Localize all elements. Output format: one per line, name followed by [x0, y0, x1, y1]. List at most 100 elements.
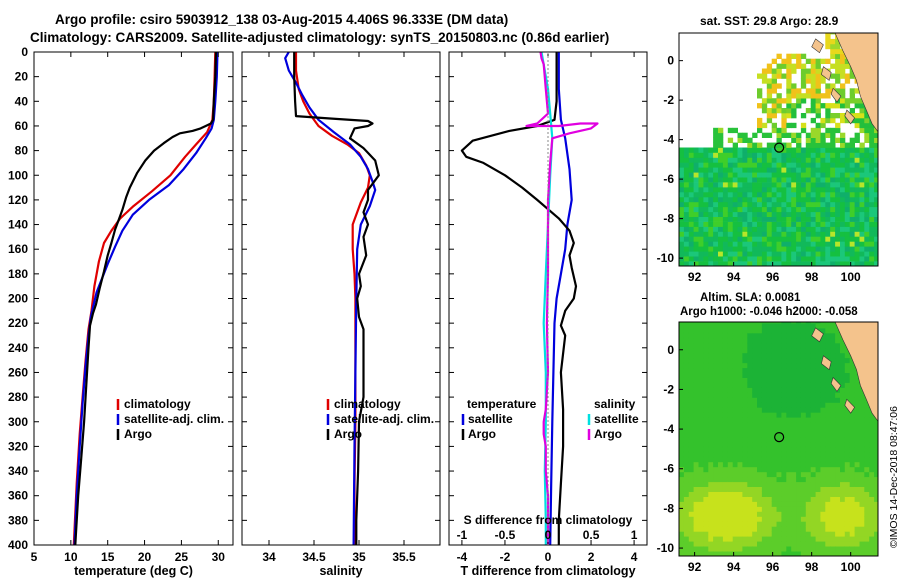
map-cell	[849, 216, 855, 222]
map-cell	[830, 357, 836, 364]
map-cell	[737, 187, 743, 193]
map-cell	[859, 412, 865, 418]
map-cell	[796, 152, 802, 158]
x-tick-label: 34	[262, 550, 276, 564]
map-cell	[815, 73, 821, 79]
map-cell	[869, 256, 875, 262]
map-cell	[810, 347, 816, 354]
map-cell	[859, 117, 865, 124]
map-cell	[854, 162, 860, 168]
map-cell	[703, 536, 709, 542]
map-cell	[859, 108, 865, 114]
map-cell	[698, 486, 704, 492]
map-cell	[805, 88, 812, 94]
map-cell	[859, 122, 865, 129]
map-cell	[766, 367, 773, 373]
map-cell	[737, 387, 743, 393]
map-cell	[825, 466, 831, 473]
map-cell	[683, 261, 690, 266]
map-cell	[771, 327, 777, 334]
map-cell	[683, 521, 690, 527]
map-cell	[830, 323, 836, 329]
map-cell	[742, 516, 748, 522]
map-cell	[859, 451, 865, 458]
map-cell	[840, 221, 846, 227]
map-cell	[825, 196, 831, 203]
map-cell	[737, 201, 743, 208]
map-cell	[849, 546, 855, 552]
map-cell	[742, 157, 748, 163]
map-cell	[722, 362, 729, 369]
map-cell	[844, 377, 851, 383]
map-cell	[825, 162, 831, 168]
map-cell	[718, 157, 724, 163]
map-cell	[771, 251, 777, 257]
map-cell	[713, 521, 719, 527]
map-cell	[815, 541, 821, 547]
map-cell	[825, 456, 831, 463]
map-cell	[727, 451, 734, 458]
map-cell	[737, 546, 743, 552]
map-cell	[766, 88, 773, 94]
map-cell	[796, 332, 802, 339]
map-cell	[757, 261, 763, 266]
legend-entry: salinity	[594, 397, 636, 411]
map-cell	[742, 466, 748, 473]
map-cell	[747, 516, 753, 522]
map-cell	[786, 486, 792, 492]
map-cell	[844, 58, 851, 64]
map-cell	[791, 83, 797, 89]
map-cell	[708, 352, 714, 359]
map-cell	[771, 216, 777, 222]
map-cell	[869, 147, 875, 153]
map-cell	[786, 407, 792, 413]
map-cell	[791, 236, 797, 242]
map-cell	[854, 137, 860, 143]
map-cell	[713, 192, 719, 198]
map-cell	[820, 461, 826, 468]
map-cell	[703, 216, 709, 222]
map-cell	[776, 226, 782, 232]
map-cell	[786, 387, 792, 393]
map-cell	[815, 167, 821, 173]
map-cell	[679, 241, 685, 247]
map-cell	[815, 322, 821, 324]
map-cell	[708, 206, 714, 213]
map-cell	[718, 372, 724, 378]
map-cell	[830, 362, 836, 369]
map-cell	[703, 172, 709, 178]
map-cell	[683, 172, 690, 178]
map-cell	[854, 231, 860, 237]
legend-entry: climatology	[334, 397, 401, 411]
map-cell	[796, 337, 802, 344]
x-axis-label: salinity	[319, 564, 362, 578]
map-cell	[761, 152, 768, 158]
map-cell	[786, 177, 792, 183]
map-cell	[844, 491, 851, 497]
map-cell	[810, 337, 816, 344]
map-cell	[786, 231, 792, 237]
map-cell	[830, 196, 836, 203]
map-cell	[698, 407, 704, 413]
map-cell	[844, 241, 851, 247]
map-cell	[693, 367, 699, 373]
map-cell	[757, 521, 763, 527]
map-cell	[810, 93, 816, 99]
map-cell	[791, 246, 797, 252]
map-cell	[825, 323, 831, 329]
map-cell	[683, 187, 690, 193]
map-cell	[752, 216, 758, 222]
map-cell	[810, 83, 816, 89]
map-cell	[752, 536, 758, 542]
map-cell	[737, 466, 743, 473]
map-cell	[752, 236, 758, 242]
map-cell	[791, 323, 797, 329]
map-cell	[791, 392, 797, 398]
map-cell	[761, 392, 768, 398]
map-cell	[679, 377, 685, 383]
map-cell	[747, 251, 753, 257]
map-cell	[688, 256, 695, 262]
map-cell	[869, 221, 875, 227]
map-cell	[776, 466, 782, 473]
map-cell	[718, 211, 724, 217]
